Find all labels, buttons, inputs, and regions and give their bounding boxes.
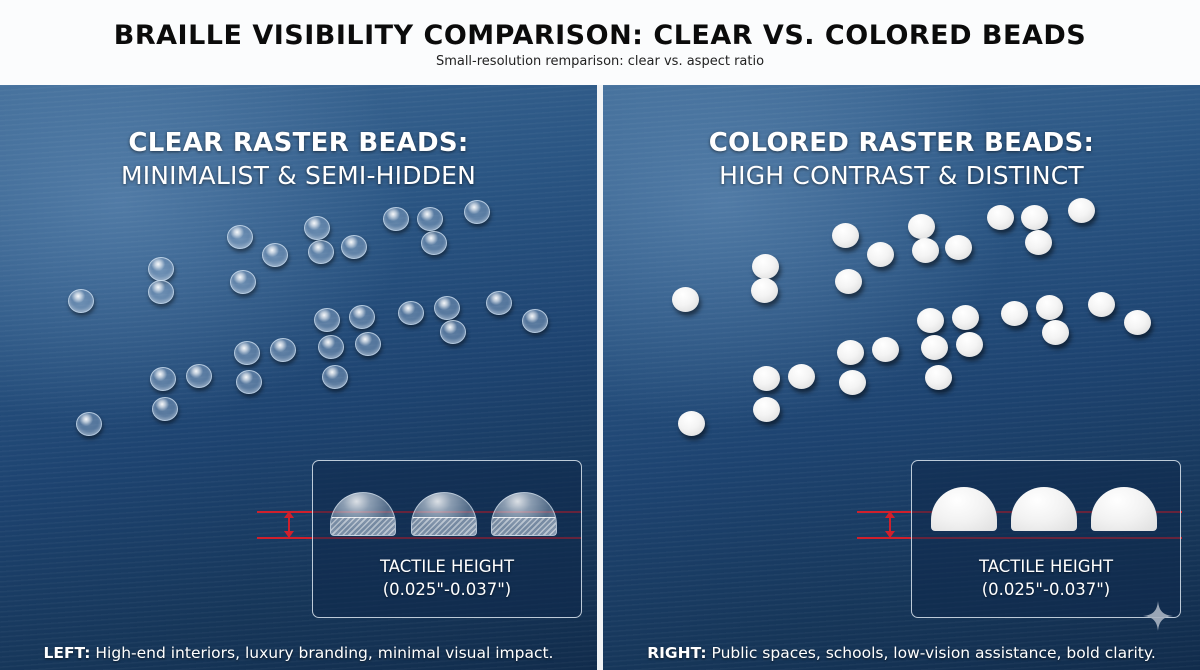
clear-bead	[304, 216, 330, 240]
panel-heading-subtitle: HIGH CONTRAST & DISTINCT	[719, 161, 1084, 190]
tactile-height-label: TACTILE HEIGHT	[379, 557, 515, 576]
white-bead	[952, 305, 979, 330]
white-bead	[1025, 230, 1052, 255]
caption-prefix: LEFT:	[43, 644, 91, 662]
caption-text: High-end interiors, luxury branding, min…	[90, 644, 554, 662]
white-bead	[867, 242, 894, 267]
panel-heading-title: CLEAR RASTER BEADS:	[128, 128, 469, 158]
double-arrow-icon	[885, 511, 895, 538]
white-bead	[1042, 320, 1069, 345]
clear-bead	[322, 365, 348, 389]
white-bead	[832, 223, 859, 248]
white-bead	[921, 335, 948, 360]
clear-bead	[464, 200, 490, 224]
clear-bead	[270, 338, 296, 362]
page-title: BRAILLE VISIBILITY COMPARISON: CLEAR VS.…	[113, 20, 1087, 51]
clear-bead	[440, 320, 466, 344]
panel-caption: LEFT: High-end interiors, luxury brandin…	[0, 644, 597, 662]
caption-prefix: RIGHT:	[647, 644, 707, 662]
white-bead	[872, 337, 899, 362]
white-bead	[1001, 301, 1028, 326]
tactile-height-diagram: TACTILE HEIGHT (0.025"-0.037")	[911, 460, 1181, 618]
clear-bead	[148, 257, 174, 281]
clear-bead	[434, 296, 460, 320]
white-bead	[908, 214, 935, 239]
panel-caption: RIGHT: Public spaces, schools, low-visio…	[603, 644, 1200, 662]
clear-bead	[308, 240, 334, 264]
panel-heading-subtitle: MINIMALIST & SEMI-HIDDEN	[120, 161, 477, 190]
clear-bead	[76, 412, 102, 436]
white-bead	[788, 364, 815, 389]
clear-bead-profile	[491, 492, 557, 536]
white-bead-profile	[1011, 487, 1077, 531]
clear-bead	[186, 364, 212, 388]
clear-bead	[314, 308, 340, 332]
clear-bead	[355, 332, 381, 356]
white-bead	[912, 238, 939, 263]
tactile-height-diagram: TACTILE HEIGHT (0.025"-0.037")	[312, 460, 582, 618]
tactile-height-range: (0.025"-0.037")	[981, 580, 1111, 599]
white-bead	[837, 340, 864, 365]
clear-bead	[148, 280, 174, 304]
white-bead	[672, 287, 699, 312]
clear-bead-profile	[411, 492, 477, 536]
white-bead	[751, 278, 778, 303]
clear-bead	[349, 305, 375, 329]
white-bead	[917, 308, 944, 333]
white-bead	[753, 366, 780, 391]
panel-heading-title: COLORED RASTER BEADS:	[708, 128, 1095, 158]
white-bead	[956, 332, 983, 357]
clear-bead	[398, 301, 424, 325]
clear-bead	[522, 309, 548, 333]
white-bead	[839, 370, 866, 395]
clear-bead	[227, 225, 253, 249]
white-bead	[1124, 310, 1151, 335]
clear-bead	[234, 341, 260, 365]
clear-bead-profile	[330, 492, 396, 536]
white-bead-profile	[1091, 487, 1157, 531]
white-bead	[678, 411, 705, 436]
clear-bead	[417, 207, 443, 231]
clear-bead	[150, 367, 176, 391]
clear-bead	[236, 370, 262, 394]
clear-bead	[421, 231, 447, 255]
clear-bead	[230, 270, 256, 294]
clear-bead	[383, 207, 409, 231]
clear-bead	[341, 235, 367, 259]
clear-bead	[262, 243, 288, 267]
double-arrow-icon	[284, 511, 294, 538]
clear-bead	[68, 289, 94, 313]
white-bead	[835, 269, 862, 294]
page-subtitle: Small-resolution remparison: clear vs. a…	[435, 54, 765, 69]
caption-text: Public spaces, schools, low-vision assis…	[706, 644, 1156, 662]
tactile-height-range: (0.025"-0.037")	[382, 580, 512, 599]
clear-bead	[152, 397, 178, 421]
white-bead	[752, 254, 779, 279]
hatch-pattern	[412, 517, 476, 535]
white-bead	[1021, 205, 1048, 230]
header: BRAILLE VISIBILITY COMPARISON: CLEAR VS.…	[0, 0, 1200, 85]
white-bead	[753, 397, 780, 422]
white-bead	[945, 235, 972, 260]
white-bead	[1088, 292, 1115, 317]
hatch-pattern	[492, 517, 556, 535]
clear-bead	[486, 291, 512, 315]
panel-divider	[597, 85, 603, 670]
panel-heading: COLORED RASTER BEADS: HIGH CONTRAST & DI…	[603, 127, 1200, 192]
hatch-pattern	[331, 517, 395, 535]
white-bead-profile	[931, 487, 997, 531]
clear-bead	[318, 335, 344, 359]
white-bead	[987, 205, 1014, 230]
white-bead	[1068, 198, 1095, 223]
tactile-height-label: TACTILE HEIGHT	[978, 557, 1114, 576]
panel-heading: CLEAR RASTER BEADS: MINIMALIST & SEMI-HI…	[0, 127, 597, 192]
sparkle-icon	[1143, 601, 1173, 631]
panel-colored-beads: COLORED RASTER BEADS: HIGH CONTRAST & DI…	[603, 85, 1200, 670]
white-bead	[1036, 295, 1063, 320]
panel-clear-beads: CLEAR RASTER BEADS: MINIMALIST & SEMI-HI…	[0, 85, 597, 670]
white-bead	[925, 365, 952, 390]
